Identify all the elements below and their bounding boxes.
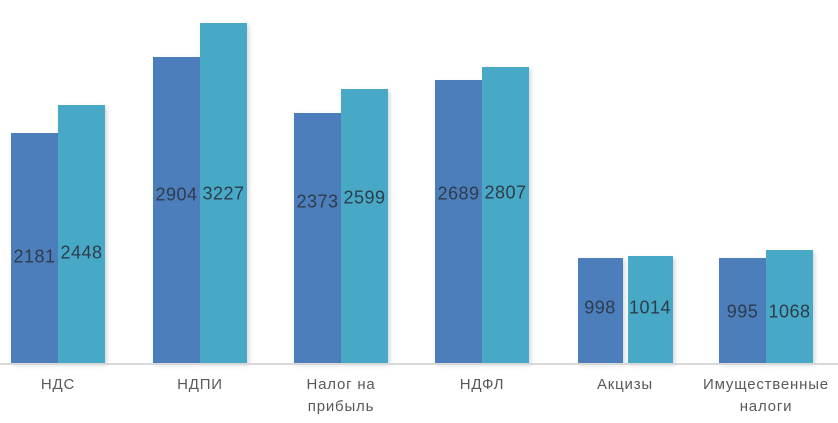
bar-series2-nds <box>58 105 105 363</box>
value-label-series1-imushchestvennye-nalogi: 995 <box>726 301 759 322</box>
bar-series2-nalog-na-pribyl <box>341 89 388 363</box>
category-label-ndpi: НДПИ <box>177 374 223 396</box>
bar-series1-nalog-na-pribyl <box>294 113 341 363</box>
value-label-series2-imushchestvennye-nalogi: 1068 <box>768 301 811 322</box>
category-label-line: Имущественные <box>703 376 829 393</box>
value-label-series1-akcizy: 998 <box>584 297 616 318</box>
bar-series1-ndpi <box>153 57 200 363</box>
bar-series1-akcizy <box>577 258 623 363</box>
category-label-nalog-na-pribyl: Налог на прибыль <box>306 374 375 418</box>
value-label-series1-ndpi: 2904 <box>155 184 198 205</box>
bar-series2-akcizy <box>627 256 673 363</box>
bar-series2-ndfl <box>482 67 529 363</box>
category-label-imushchestvennye-nalogi: Имущественные налоги <box>703 374 829 418</box>
value-label-series1-nds: 2181 <box>13 246 56 267</box>
category-label-line: Акцизы <box>597 376 653 393</box>
x-axis-line <box>0 363 838 365</box>
value-label-series1-ndfl: 2689 <box>437 183 480 204</box>
category-label-line: НДФЛ <box>459 376 505 393</box>
bar-series1-ndfl <box>435 80 482 363</box>
category-label-line: НДС <box>40 376 76 393</box>
category-label-line: НДПИ <box>177 376 223 393</box>
value-label-series2-ndfl: 2807 <box>484 182 527 203</box>
category-label-ndfl: НДФЛ <box>460 374 505 396</box>
category-label-akcizy: Акцизы <box>597 374 653 396</box>
bar-series2-imushchestvennye-nalogi <box>766 250 813 363</box>
category-label-nds: НДС <box>41 374 75 396</box>
bar-series1-imushchestvennye-nalogi <box>719 258 766 363</box>
category-label-line: Налог на <box>306 376 376 393</box>
value-label-series2-nalog-na-pribyl: 2599 <box>343 187 386 208</box>
category-label-line: налоги <box>739 398 793 415</box>
value-label-series2-ndpi: 3227 <box>202 183 245 204</box>
value-label-series1-nalog-na-pribyl: 2373 <box>296 191 339 212</box>
value-label-series2-nds: 2448 <box>60 242 103 263</box>
value-label-series2-akcizy: 1014 <box>628 297 672 318</box>
category-label-line: прибыль <box>307 398 375 415</box>
bar-series1-nds <box>11 133 58 363</box>
bar-series2-ndpi <box>200 23 247 363</box>
